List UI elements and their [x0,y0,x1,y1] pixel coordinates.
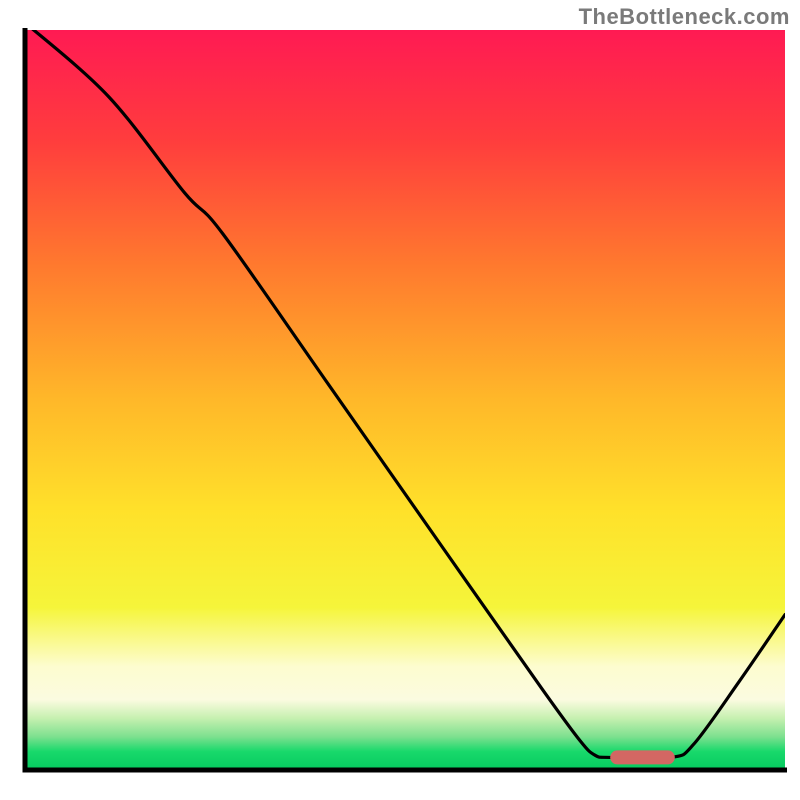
optimal-range-marker [610,750,675,764]
bottleneck-chart [0,0,800,800]
watermark-text: TheBottleneck.com [579,4,790,30]
plot-background [25,30,785,770]
chart-stage: TheBottleneck.com [0,0,800,800]
